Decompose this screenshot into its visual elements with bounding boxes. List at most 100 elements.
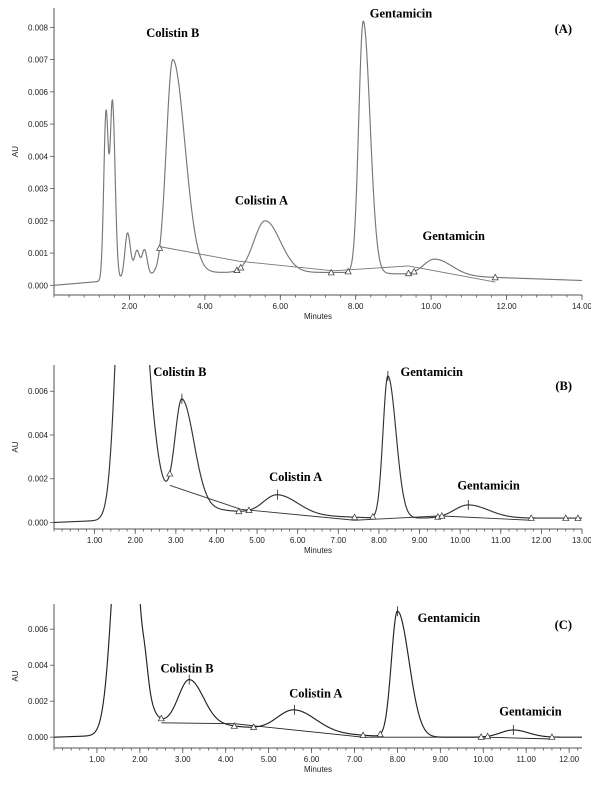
peak-label: Gentamicin: [370, 7, 433, 21]
chart-panel-1: 0.000 0.001 0.002 0.003 0.004 0.005 0.006 0.007…: [11, 7, 591, 321]
y-axis-title: AU: [11, 146, 20, 157]
x-tick-label: 2.00: [122, 302, 138, 311]
integration-marker: [562, 514, 570, 521]
y-tick-label: 0.008: [28, 23, 49, 32]
x-tick-label: 3.00: [175, 755, 191, 764]
integration-baseline: [439, 515, 532, 521]
integration-baseline: [240, 508, 355, 521]
chart-panel-2: 0.000 0.002 0.004 0.006 1.00 2.00 3.00 4.00 5.00…: [11, 365, 591, 555]
y-axis-title: AU: [11, 670, 20, 681]
y-axis-title: AU: [11, 441, 20, 452]
chart-panel-3: 0.000 0.002 0.004 0.006 1.00 2.00 3.00 4.00 5.00…: [11, 604, 582, 774]
x-tick-label: 14.00: [572, 302, 591, 311]
y-tick-label: 0.004: [28, 661, 49, 670]
integration-marker: [527, 514, 535, 521]
y-tick-label: 0.000: [28, 518, 49, 527]
integration-marker: [410, 267, 418, 275]
x-tick-label: 2.00: [132, 755, 148, 764]
x-tick-label: 7.00: [347, 755, 363, 764]
x-tick-label: 6.00: [272, 302, 288, 311]
x-tick-label: 6.00: [290, 536, 306, 545]
x-axis-title: Minutes: [304, 765, 332, 774]
x-tick-label: 9.00: [433, 755, 449, 764]
integration-marker: [166, 469, 174, 477]
chromatogram-trace: [54, 20, 582, 286]
x-tick-label: 12.00: [559, 755, 580, 764]
peak-label: Colistin A: [289, 687, 342, 701]
integration-baseline: [234, 723, 364, 738]
x-tick-label: 11.00: [491, 536, 511, 545]
chromatogram-trace: [54, 604, 582, 738]
y-tick-label: 0.000: [28, 733, 49, 742]
x-tick-label: 3.00: [168, 536, 184, 545]
integration-marker: [235, 507, 243, 515]
peak-label: Gentamicin: [400, 365, 463, 379]
integration-baseline: [487, 736, 552, 740]
integration-marker: [477, 733, 485, 740]
y-tick-label: 0.004: [28, 152, 49, 161]
peak-label: Colistin B: [161, 661, 214, 675]
x-tick-label: 1.00: [87, 536, 103, 545]
integration-marker: [237, 263, 245, 271]
integration-baseline: [408, 265, 496, 283]
y-tick-label: 0.007: [28, 56, 49, 65]
x-tick-label: 4.00: [197, 302, 213, 311]
integration-baseline: [333, 265, 409, 272]
integration-marker: [230, 722, 238, 729]
peak-label: Gentamicin: [457, 479, 520, 493]
x-tick-label: 8.00: [348, 302, 364, 311]
integration-baseline: [354, 515, 440, 521]
y-tick-label: 0.002: [28, 475, 49, 484]
integration-baseline: [161, 722, 235, 725]
y-tick-label: 0.002: [28, 697, 49, 706]
integration-marker: [438, 511, 446, 519]
x-tick-label: 5.00: [249, 536, 265, 545]
integration-marker: [369, 512, 377, 520]
peak-label: Colistin B: [153, 365, 206, 379]
integration-marker: [250, 723, 258, 730]
x-tick-label: 1.00: [89, 755, 105, 764]
integration-marker: [376, 730, 384, 737]
peak-label: Gentamicin: [418, 611, 481, 625]
peak-label: Gentamicin: [423, 229, 486, 243]
integration-baseline: [238, 260, 334, 272]
integration-marker: [359, 731, 367, 739]
y-tick-label: 0.003: [28, 185, 49, 194]
integration-marker: [327, 268, 335, 276]
integration-marker: [350, 513, 359, 521]
integration-marker: [157, 714, 165, 722]
x-tick-label: 9.00: [412, 536, 428, 545]
y-tick-label: 0.006: [28, 625, 49, 634]
x-tick-label: 6.00: [304, 755, 320, 764]
integration-baseline: [169, 484, 241, 510]
x-tick-label: 13.00: [572, 536, 591, 545]
panel-label: (C): [555, 618, 572, 632]
x-tick-label: 11.00: [516, 755, 536, 764]
panel-label: (B): [555, 379, 572, 393]
integration-marker: [491, 273, 499, 281]
y-tick-label: 0.006: [28, 88, 49, 97]
x-tick-label: 10.00: [450, 536, 471, 545]
x-tick-label: 7.00: [331, 536, 347, 545]
peak-label: Colistin B: [146, 26, 199, 40]
x-tick-label: 8.00: [390, 755, 406, 764]
x-axis-title: Minutes: [304, 312, 332, 321]
x-tick-label: 2.00: [127, 536, 143, 545]
y-tick-label: 0.004: [28, 431, 49, 440]
chromatogram-trace: [54, 365, 582, 524]
integration-marker: [404, 269, 413, 277]
x-tick-label: 8.00: [371, 536, 387, 545]
x-tick-label: 10.00: [421, 302, 442, 311]
panel-label: (A): [555, 22, 572, 36]
y-tick-label: 0.006: [28, 387, 49, 396]
peak-label: Colistin A: [269, 470, 322, 484]
peak-label: Gentamicin: [499, 705, 562, 719]
integration-marker: [483, 732, 492, 740]
integration-marker: [245, 506, 253, 514]
x-tick-label: 10.00: [473, 755, 494, 764]
integration-marker: [344, 267, 352, 275]
y-tick-label: 0.002: [28, 217, 49, 226]
x-axis-title: Minutes: [304, 546, 332, 555]
integration-marker: [574, 514, 582, 521]
